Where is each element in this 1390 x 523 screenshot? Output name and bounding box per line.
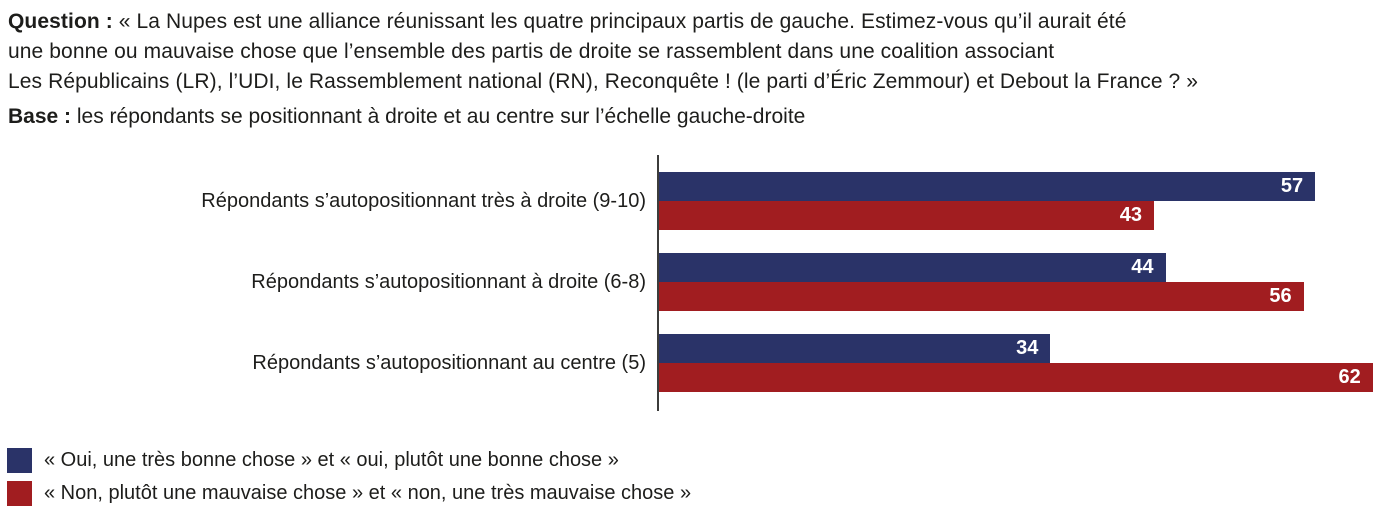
bar-pair: 44 56 xyxy=(659,253,1390,311)
legend-label-yes: « Oui, une très bonne chose » et « oui, … xyxy=(44,449,619,471)
base-label: Base : xyxy=(8,105,72,128)
category-label: Répondants s’autopositionnant très à dro… xyxy=(201,190,646,212)
chart-legend: « Oui, une très bonne chose » et « oui, … xyxy=(7,448,691,514)
legend-label-no: « Non, plutôt une mauvaise chose » et « … xyxy=(44,482,692,504)
bar-no: 43 xyxy=(659,201,1154,230)
category-label: Répondants s’autopositionnant à droite (… xyxy=(251,271,646,293)
chart-group-au-centre: Répondants s’autopositionnant au centre … xyxy=(0,334,1390,392)
question-line-3: Les Républicains (LR), l’UDI, le Rassemb… xyxy=(8,70,1199,93)
bar-pair: 57 43 xyxy=(659,172,1390,230)
bar-value-label: 44 xyxy=(1131,256,1154,278)
question-line-2: une bonne ou mauvaise chose que l’ensemb… xyxy=(8,40,1055,63)
chart-header: Question : « La Nupes est une alliance r… xyxy=(8,7,1382,131)
question-text: Question : « La Nupes est une alliance r… xyxy=(8,7,1382,97)
legend-swatch-no-icon xyxy=(7,481,32,506)
legend-swatch-yes-icon xyxy=(7,448,32,473)
bar-value-label: 34 xyxy=(1016,337,1039,359)
bar-yes: 57 xyxy=(659,172,1316,201)
category-label: Répondants s’autopositionnant au centre … xyxy=(252,352,646,374)
bar-pair: 34 62 xyxy=(659,334,1390,392)
bar-yes: 34 xyxy=(659,334,1051,363)
bar-yes: 44 xyxy=(659,253,1166,282)
bar-no: 56 xyxy=(659,282,1304,311)
bar-no: 62 xyxy=(659,363,1373,392)
y-axis-line xyxy=(657,155,659,411)
bar-value-label: 62 xyxy=(1338,366,1361,388)
base-description: les répondants se positionnant à droite … xyxy=(76,105,806,128)
legend-item-no: « Non, plutôt une mauvaise chose » et « … xyxy=(7,481,691,506)
base-text: Base : les répondants se positionnant à … xyxy=(8,103,1382,131)
chart-group-tres-a-droite: Répondants s’autopositionnant très à dro… xyxy=(0,172,1390,230)
grouped-bar-chart: Répondants s’autopositionnant très à dro… xyxy=(0,155,1390,411)
legend-item-yes: « Oui, une très bonne chose » et « oui, … xyxy=(7,448,691,473)
question-line-1: « La Nupes est une alliance réunissant l… xyxy=(118,10,1127,33)
bar-value-label: 43 xyxy=(1119,204,1142,226)
question-label: Question : xyxy=(8,10,113,33)
bar-value-label: 57 xyxy=(1280,175,1304,197)
bar-value-label: 56 xyxy=(1269,285,1292,307)
chart-group-a-droite: Répondants s’autopositionnant à droite (… xyxy=(0,253,1390,311)
